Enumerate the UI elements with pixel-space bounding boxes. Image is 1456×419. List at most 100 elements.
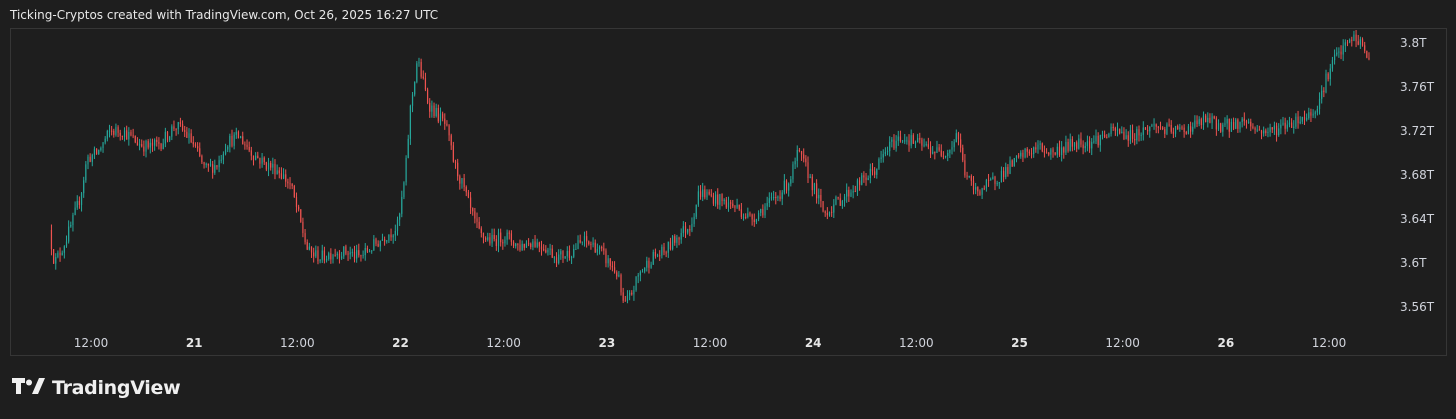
candle-down [134,135,136,143]
candle-up [276,170,278,175]
tradingview-logo-icon [12,376,46,400]
candle-down [586,236,588,242]
candle-down [1071,139,1073,147]
candle-up [364,247,366,256]
candle-up [985,179,988,189]
candle-up [566,250,568,257]
candle-down [203,162,205,165]
candle-up [897,136,899,141]
candle-up [637,275,639,277]
candle-up [72,214,74,225]
candle-up [1316,108,1318,113]
candle-up [906,140,908,142]
candle-down [648,260,650,268]
candle-down [121,135,123,137]
candle-down [1002,170,1005,178]
candle-up [1293,126,1295,128]
candle-down [207,163,209,166]
candle-down [977,187,979,192]
candle-up [596,249,598,253]
candle-up [1091,142,1093,149]
candle-up [104,138,106,143]
candle-up [1286,124,1288,129]
candle-down [270,162,272,168]
candle-up [1116,129,1119,131]
candle-up [403,182,405,197]
candle-down [489,237,491,244]
candle-up [1151,125,1153,127]
candle-down [871,168,874,172]
candle-down [811,176,813,191]
candle-down [579,240,581,243]
candle-up [55,257,57,264]
candle-down [212,164,214,173]
candle-up [233,134,235,146]
candle-down [1159,127,1162,129]
candle-down [1026,148,1028,152]
candle-down [613,267,616,273]
candle-down [689,229,691,231]
candle-down [983,188,985,190]
candle-down [113,130,115,135]
candle-down [338,253,341,259]
candle-down [242,136,244,145]
candle-up [80,193,83,205]
candle-down [517,243,519,245]
candle-up [70,224,72,227]
candle-up [401,196,403,214]
candle-down [710,194,712,196]
candle-down [1177,125,1179,130]
candle-up [1095,135,1097,142]
candle-up [1329,68,1331,80]
y-tick-label: 3.76T [1400,80,1435,94]
candlestick-chart[interactable]: 3.8T 3.76T 3.72T 3.68T 3.64T 3.6T 3.56T 12:00 2… [0,0,1456,360]
x-tick-label: 22 [392,336,409,350]
candle-down [478,221,480,229]
candle-up [833,204,835,213]
candle-up [1321,90,1323,99]
candle-up [766,203,768,207]
candle-up [547,249,549,253]
candle-up [695,204,697,217]
candle-up [910,135,912,146]
candle-down [1243,118,1245,122]
candle-up [1342,45,1344,55]
candle-down [1131,130,1134,140]
candle-up [431,105,433,112]
candle-up [880,157,882,160]
candle-up [850,192,852,197]
candle-up [656,255,659,257]
candle-up [1248,121,1250,123]
candle-down [1366,50,1368,58]
candle-up [282,174,285,179]
candle-down [994,176,996,184]
candle-down [231,135,233,146]
candle-up [1065,141,1067,153]
candle-up [177,122,179,130]
candle-down [117,127,119,133]
candle-up [996,183,998,185]
candle-up [884,151,886,155]
candle-up [162,143,164,149]
candle-up [760,209,762,213]
candle-down [306,242,308,250]
candle-up [515,243,517,247]
candle-up [914,142,917,144]
candle-down [244,144,246,146]
candle-up [773,197,775,199]
candle-down [366,247,369,252]
candle-down [678,237,680,240]
candle-up [224,149,227,155]
candle-up [895,140,897,149]
candle-down [1043,151,1046,153]
y-tick-label: 3.68T [1400,168,1435,182]
candle-down [1250,121,1252,127]
candle-down [611,265,614,268]
candle-up [1101,134,1104,136]
candle-down [798,149,801,152]
candle-down [1275,125,1278,136]
x-tick-label: 21 [186,336,203,350]
candle-down [437,107,439,122]
x-tick-label: 24 [805,336,822,350]
candle-up [953,142,955,148]
